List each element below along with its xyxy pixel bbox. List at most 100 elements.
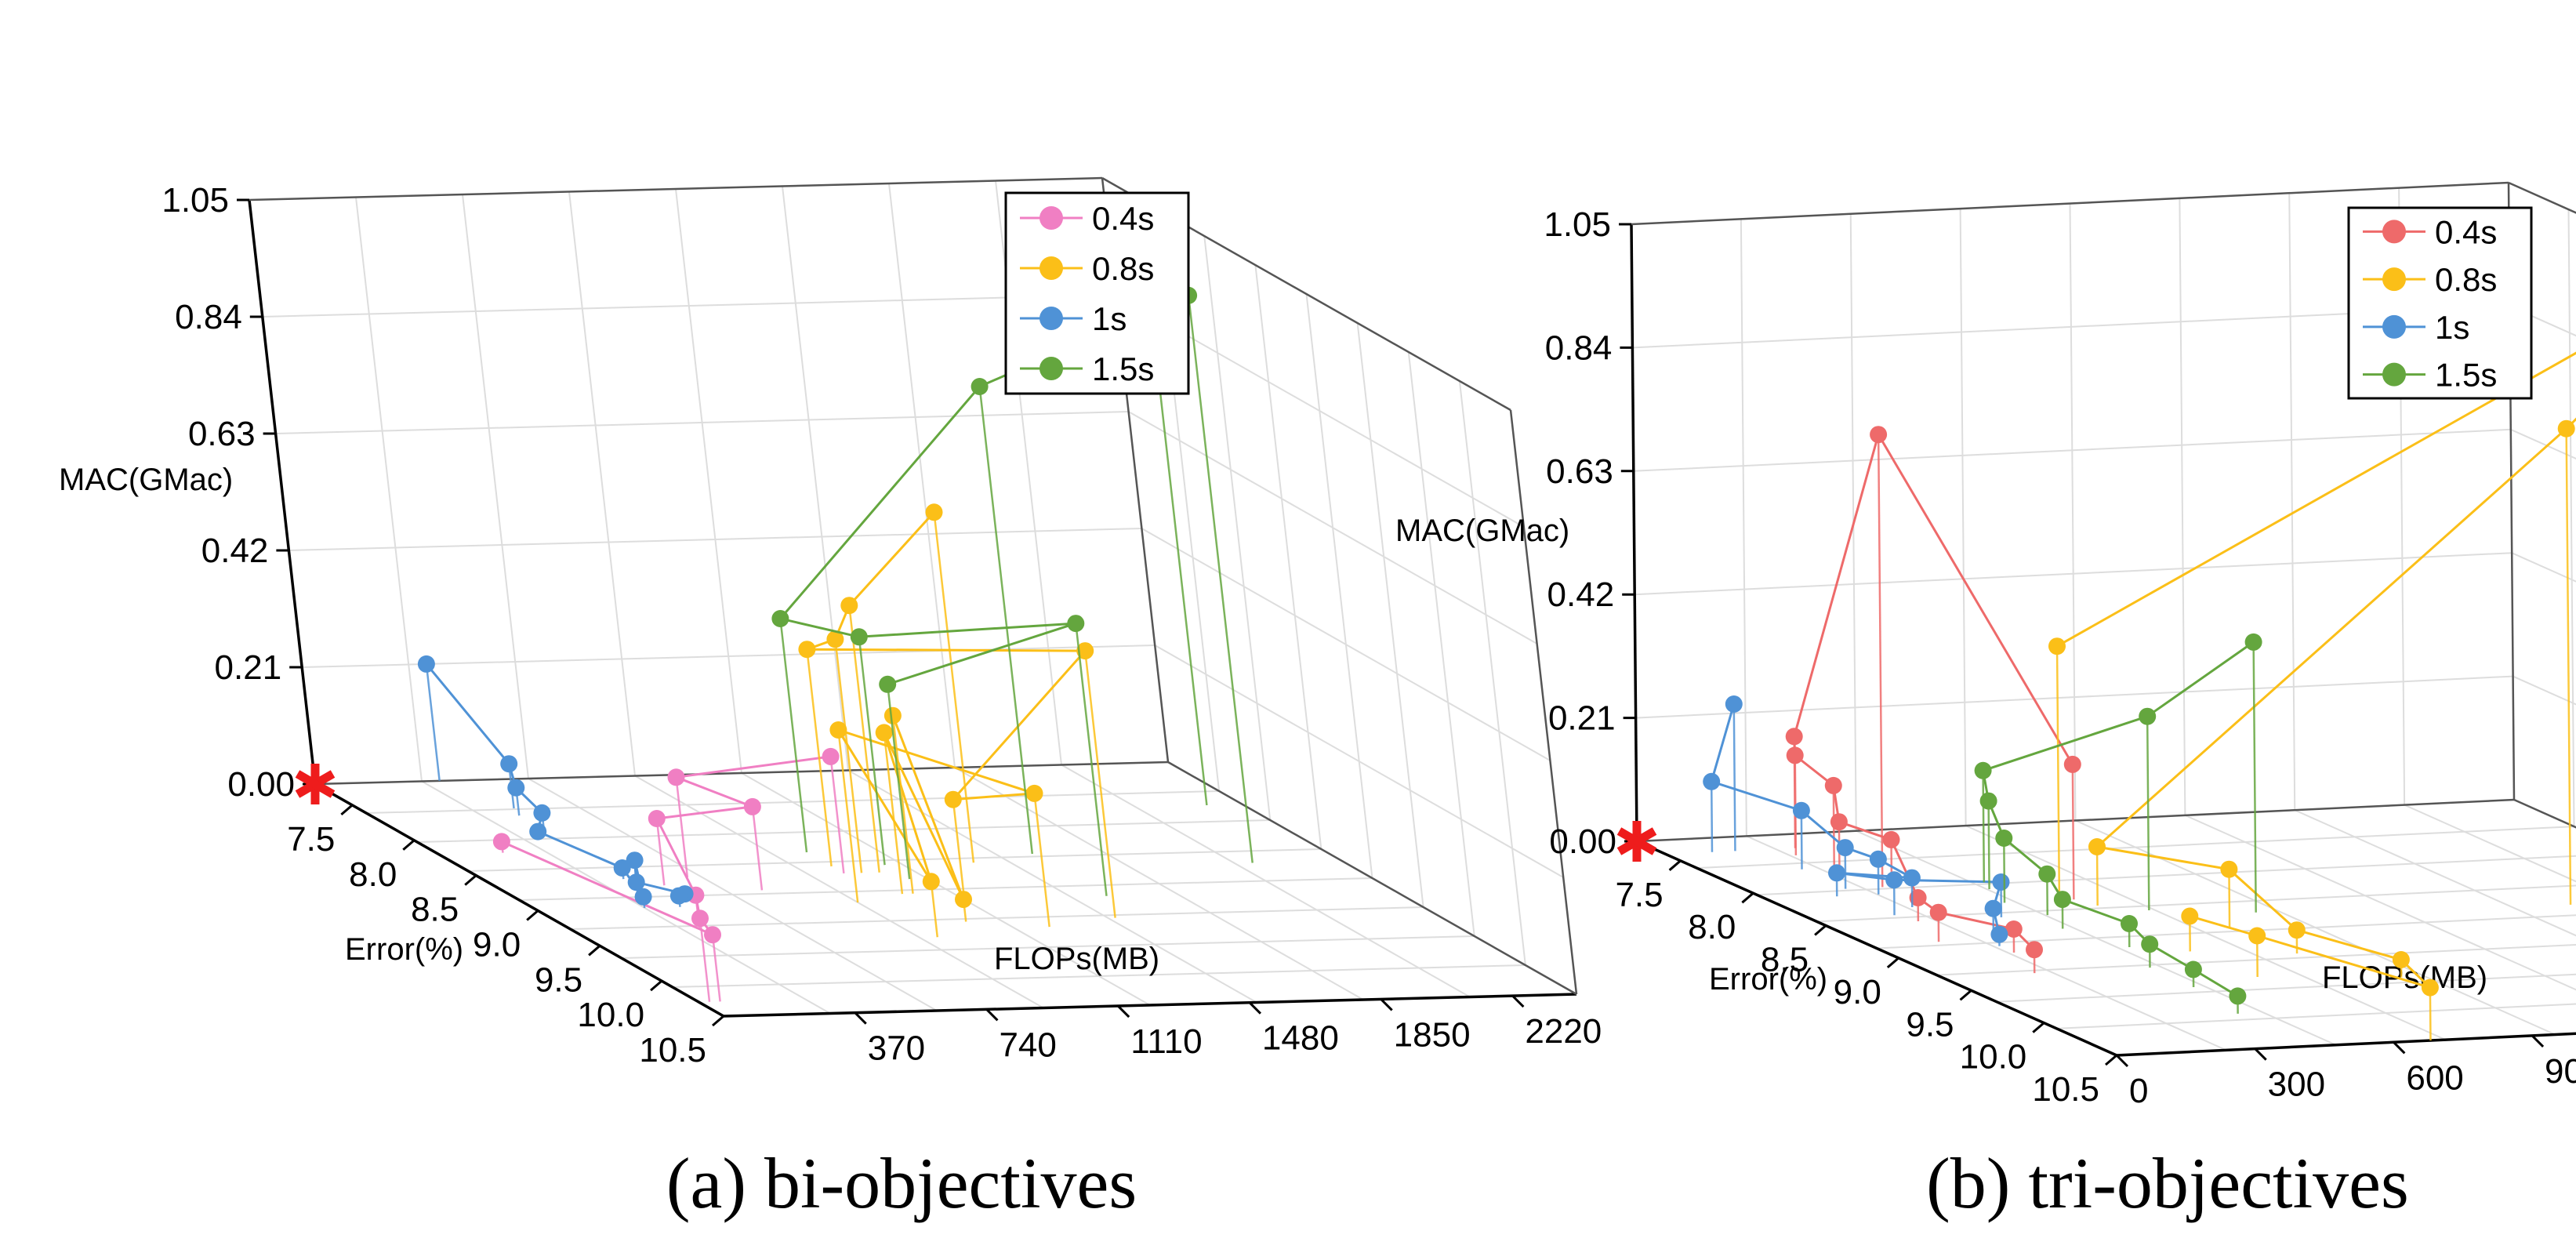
wall-grid-line: [1305, 293, 1373, 879]
drop-line: [1982, 770, 1986, 883]
data-point: [667, 768, 685, 786]
data-point: [2053, 891, 2071, 909]
drop-line: [2429, 987, 2432, 1041]
series-0_8s: [798, 503, 1116, 938]
legend-item: 0.8s: [1020, 250, 1154, 287]
caption-id: (b): [1926, 1143, 2028, 1223]
legend-label: 1.5s: [1092, 350, 1154, 387]
data-point: [1824, 776, 1842, 794]
drop-line: [930, 881, 939, 938]
wall-grid-line: [1458, 380, 1526, 966]
wall-grid-line: [1141, 528, 1551, 761]
data-point: [2139, 707, 2157, 725]
wall-grid-line: [262, 294, 1116, 318]
data-point: [669, 887, 688, 905]
data-point: [971, 378, 989, 395]
y-tick-mark: [1248, 1001, 1261, 1015]
data-point: [822, 747, 840, 765]
wall-grid-line: [2069, 203, 2077, 821]
drop-line: [886, 684, 911, 880]
y-tick-label: 740: [999, 1026, 1056, 1064]
data-point: [2141, 935, 2159, 953]
caption-text: tri-objectives: [2028, 1143, 2408, 1223]
drop-line: [1877, 434, 1884, 888]
axis-frame-edge: [2513, 798, 2576, 829]
y-tick-label: 2220: [1525, 1012, 1602, 1051]
data-point: [1984, 899, 2002, 917]
drop-line: [834, 639, 863, 873]
drop-line: [829, 756, 845, 874]
wall-grid-line: [1154, 644, 1564, 878]
wall-grid-line: [288, 528, 1142, 551]
back-pane-left: [249, 200, 724, 1016]
legend: 0.4s 0.8s 1s 1.5s: [1004, 191, 1190, 395]
data-point: [1785, 728, 1803, 746]
data-point: [798, 641, 816, 659]
legend-item: 0.4s: [2363, 213, 2497, 250]
data-point: [944, 790, 962, 808]
drop-line: [1710, 781, 1714, 852]
wall-grid-line: [1959, 209, 1967, 826]
data-point: [2005, 920, 2023, 938]
floor-grid-line: [954, 767, 1364, 1000]
z-tick-label: 0.00: [227, 765, 295, 804]
wall-grid-line: [782, 186, 849, 771]
data-point: [1990, 925, 2008, 943]
wall-grid-line: [1740, 219, 1747, 837]
data-point: [2248, 927, 2266, 945]
drop-line: [711, 935, 721, 1002]
data-point: [2184, 960, 2202, 979]
z-tick-label: 0.21: [1548, 699, 1616, 738]
y-tick-label: 1110: [1130, 1022, 1202, 1061]
data-point: [1992, 873, 2010, 891]
drop-line: [883, 732, 904, 895]
data-point: [492, 833, 510, 851]
legend-marker: [1039, 256, 1063, 280]
drop-line: [891, 715, 914, 894]
wall-grid-line: [2288, 193, 2296, 811]
z-tick-label: 0.63: [188, 415, 256, 453]
series-0_4s: [1785, 426, 2081, 974]
data-point: [1076, 642, 1094, 660]
data-point: [850, 628, 868, 646]
y-tick-mark: [2531, 1034, 2545, 1047]
legend-marker: [1039, 206, 1063, 230]
floor-grid-line: [2404, 804, 2576, 883]
floor-grid-line: [847, 769, 1257, 1004]
axis-frame-edge: [249, 176, 1103, 202]
drop-line: [655, 818, 666, 886]
axis-frame-edge: [723, 993, 1577, 1018]
data-point: [875, 724, 893, 742]
drop-line: [1800, 810, 1803, 870]
legend-marker: [2382, 267, 2406, 292]
x-tick-mark: [1959, 989, 1972, 1001]
data-point: [2048, 637, 2066, 655]
drop-line: [1075, 623, 1108, 896]
x-tick-mark: [1814, 924, 1827, 936]
wall-grid-line: [1633, 428, 2511, 472]
floor-grid-line: [2116, 1033, 2576, 1056]
x-tick-mark: [340, 804, 354, 816]
data-point: [613, 859, 631, 877]
data-point: [648, 810, 666, 827]
chart-panel-a: 0.000.210.420.630.841.057.58.08.59.09.51…: [59, 176, 1602, 1223]
y-tick-mark: [985, 1008, 999, 1022]
legend-box: [1004, 191, 1190, 395]
data-point: [883, 706, 902, 724]
legend-marker: [2382, 220, 2406, 244]
z-tick-label: 0.42: [1547, 575, 1615, 614]
drop-line: [1987, 801, 1990, 890]
x-tick-label: 7.5: [287, 820, 335, 859]
y-tick-label: 300: [2268, 1066, 2325, 1104]
y-tick-mark: [2115, 1054, 2129, 1068]
data-point: [704, 926, 721, 944]
data-point: [500, 755, 518, 773]
axis-frame-edge: [1509, 409, 1578, 995]
floor-grid-line: [570, 906, 1424, 930]
axis-frame-edge: [2116, 1032, 2576, 1057]
y-tick-label: 370: [868, 1029, 925, 1068]
back-pane-left: [1631, 224, 2117, 1055]
data-point: [2229, 987, 2247, 1005]
x-tick-mark: [526, 910, 539, 921]
axis-frame-edge: [1167, 761, 1577, 996]
